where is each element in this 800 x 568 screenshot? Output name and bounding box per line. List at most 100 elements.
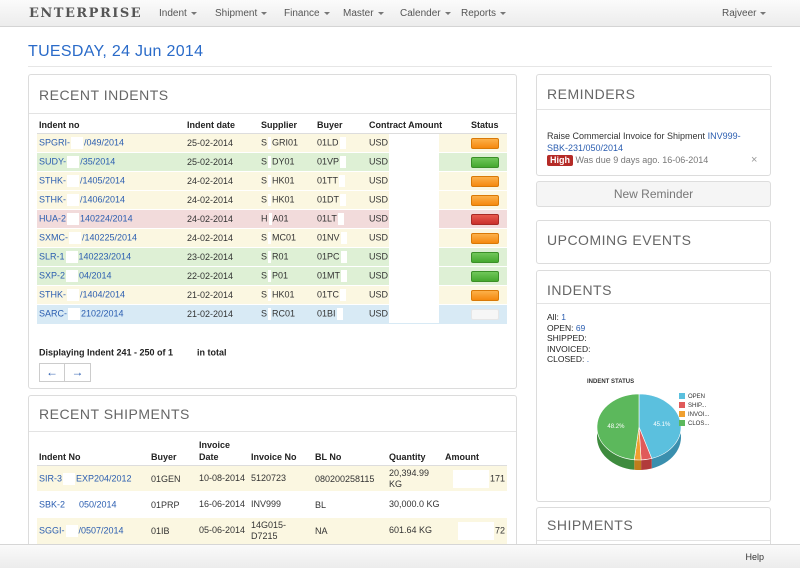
pie-slice-side [641,458,652,470]
col-header[interactable]: Indent date [185,119,259,134]
menu-calender[interactable]: Calender [400,8,451,19]
table-row[interactable]: SBK-2 050/2014 01PRP 16-06-2014 INV999 BL 30,0… [37,491,507,518]
next-page-button[interactable]: → [65,363,91,382]
chart-legend: OPEN SHIP... INVOI... CLOS... [679,393,709,429]
shipment-indent-link[interactable]: SBK-2 050/2014 [37,491,149,518]
supplier: S MC01 [259,228,315,248]
indent-no-link[interactable]: STHK-/1405/2014 [37,171,185,191]
menu-reports[interactable]: Reports [461,8,507,19]
table-row[interactable]: SXP-2 04/2014 22-02-2014 S P01 01MT USD [37,266,507,286]
table-row[interactable]: SLR-1 140223/2014 23-02-2014 S R01 01PC USD [37,247,507,267]
table-row[interactable]: SUDY-/35/2014 25-02-2014 S DY01 01VP USD [37,152,507,172]
table-row[interactable]: SARC- 2102/2014 21-02-2014 S RC01 01BI USD [37,304,507,324]
col-header[interactable]: BL No [313,439,387,466]
shipment-indent-link[interactable]: SIR-3 EXP204/2012 [37,465,149,492]
status-cell [469,247,507,267]
table-row[interactable]: SIR-3 EXP204/2012 01GEN 10-08-2014 5120723 08… [37,465,507,492]
col-header[interactable]: Buyer [149,439,197,466]
reminder-shipment-link[interactable]: INV999- [707,131,741,141]
amount: 72 [443,517,507,544]
buyer: 01PC [315,247,367,267]
reminder-shipment-link[interactable]: SBK-231/050/2014 [547,143,624,153]
col-header[interactable]: Amount [443,439,507,466]
menu-finance[interactable]: Finance [284,8,330,19]
table-row[interactable]: STHK-/1404/2014 21-02-2014 S HK01 01TC USD [37,285,507,305]
reminder-due: Was due 9 days ago. 16-06-2014 [575,155,709,165]
status-indicator [471,175,499,187]
supplier: S HK01 [259,171,315,191]
buyer: 01VP [315,152,367,172]
col-header[interactable]: Invoice No [249,439,313,466]
status-cell [469,133,507,153]
pie-slice-side [634,459,642,470]
prev-page-button[interactable]: ← [39,363,65,382]
table-row[interactable]: STHK-/1405/2014 24-02-2014 S HK01 01TT USD [37,171,507,191]
menu-master[interactable]: Master [343,8,384,19]
menu-shipment[interactable]: Shipment [215,8,268,19]
table-header-row: Indent no Indent date Supplier Buyer Con… [37,119,507,134]
pie-slice-clos[interactable] [596,393,640,461]
col-header[interactable]: Buyer [315,119,367,134]
table-row[interactable]: SXMC-/140225/2014 24-02-2014 S MC01 01NV USD [37,228,507,248]
close-icon[interactable]: × [751,154,758,166]
recent-shipments-panel: RECENT SHIPMENTS Indent No Buyer Invoice… [28,395,517,555]
indent-no-link[interactable]: SXMC-/140225/2014 [37,228,185,248]
status-indicator [471,213,499,225]
col-header[interactable]: Supplier [259,119,315,134]
status-cell [469,190,507,210]
indent-no-link[interactable]: SLR-1 140223/2014 [37,247,185,267]
col-header[interactable]: Indent No [37,439,149,466]
indent-date: 25-02-2014 [185,152,259,172]
status-indicator [471,194,499,206]
new-reminder-button[interactable]: New Reminder [536,181,771,207]
legend-item-invoiced: INVOI... [679,411,709,420]
caret-down-icon [760,11,767,15]
col-header[interactable]: Invoice Date [197,439,249,466]
supplier: S GRI01 [259,133,315,153]
col-header[interactable]: Indent no [37,119,185,134]
buyer: 01LD [315,133,367,153]
indent-no-link[interactable]: STHK-/1404/2014 [37,285,185,305]
indent-no-link[interactable]: SARC- 2102/2014 [37,304,185,324]
caret-down-icon [190,11,197,15]
contract-amount: USD [367,304,469,324]
indent-no-link[interactable]: SUDY-/35/2014 [37,152,185,172]
supplier: H A01 [259,209,315,229]
brand-logo[interactable]: ENTERPRISE [29,6,143,21]
indent-no-link[interactable]: HUA-2 140224/2014 [37,209,185,229]
table-row[interactable]: HUA-2 140224/2014 24-02-2014 H A01 01LT USD [37,209,507,229]
legend-item-open: OPEN [679,393,709,402]
status-cell [469,228,507,248]
table-row[interactable]: STHK-/1406/2014 24-02-2014 S HK01 01DT USD [37,190,507,210]
legend-item-closed: CLOS... [679,420,709,429]
menu-indent[interactable]: Indent [159,8,197,19]
indent-status-pie-chart: 45.1% 48.2% [596,393,682,470]
contract-amount: USD [367,152,469,172]
stat-all: All: 1 [547,312,566,322]
user-menu[interactable]: Rajveer [722,8,767,19]
help-link[interactable]: Help [745,552,764,562]
divider [28,66,772,67]
indent-no-link[interactable]: STHK-/1406/2014 [37,190,185,210]
status-cell [469,285,507,305]
supplier: S R01 [259,247,315,267]
status-cell [469,152,507,172]
reminder-text: Raise Commercial Invoice for Shipment [547,131,706,141]
supplier: S P01 [259,266,315,286]
caret-down-icon [323,11,330,15]
supplier: S DY01 [259,152,315,172]
table-row[interactable]: SGGI-/0507/2014 01IB 05-06-2014 14G015-D721… [37,517,507,544]
indent-no-link[interactable]: SPGRI-/049/2014 [37,133,185,153]
reminders-panel: REMINDERS Raise Commercial Invoice for S… [536,74,771,176]
indent-no-link[interactable]: SXP-2 04/2014 [37,266,185,286]
supplier: S HK01 [259,190,315,210]
col-header[interactable]: Contract Amount [367,119,469,134]
status-indicator [471,251,499,263]
col-header[interactable]: Status [469,119,507,134]
shipment-indent-link[interactable]: SGGI-/0507/2014 [37,517,149,544]
indent-date: 24-02-2014 [185,228,259,248]
status-cell [469,209,507,229]
col-header[interactable]: Quantity [387,439,443,466]
quantity: 30,000.0 KG [387,491,443,518]
table-row[interactable]: SPGRI-/049/2014 25-02-2014 S GRI01 01LD USD [37,133,507,153]
